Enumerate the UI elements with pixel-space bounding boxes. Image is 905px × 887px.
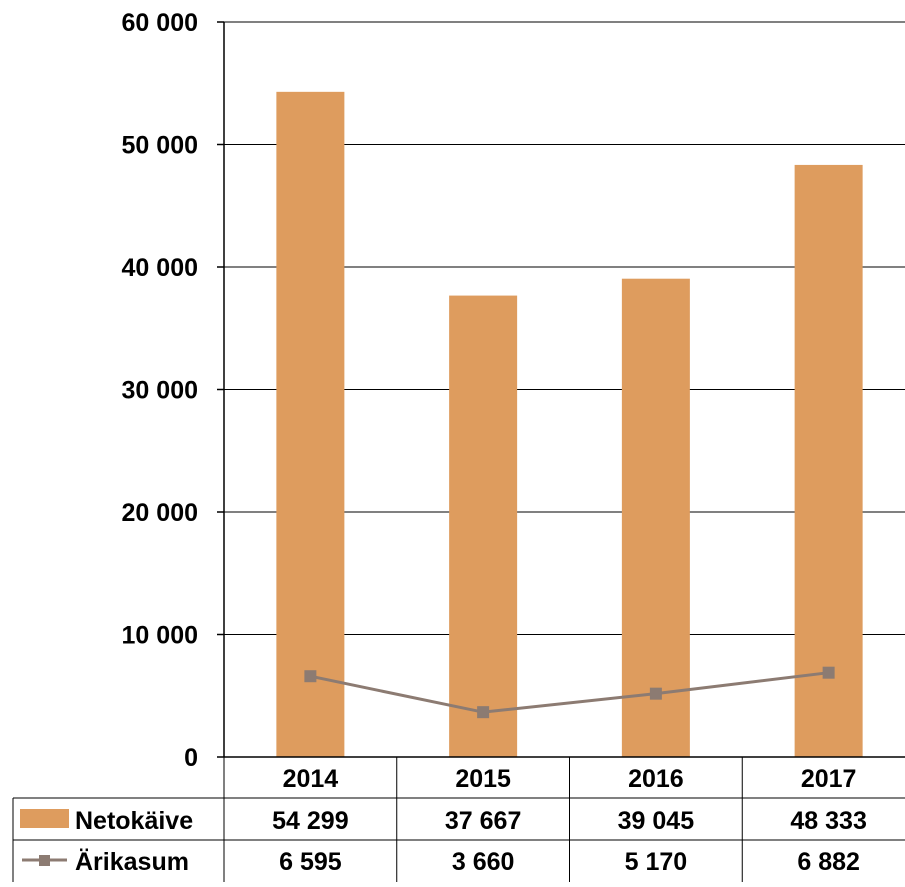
line-point-2015	[477, 706, 490, 719]
bar-2015	[449, 295, 518, 757]
bar-2014	[276, 91, 345, 757]
x-tick-label: 2014	[283, 765, 339, 793]
x-tick-label: 2016	[628, 765, 684, 793]
data-label: 37 667	[445, 807, 521, 835]
y-tick-label: 60 000	[122, 9, 198, 37]
line-point-2014	[304, 670, 317, 683]
data-label: 3 660	[452, 848, 515, 876]
bar-2017	[794, 164, 863, 757]
legend-key-netokaive	[20, 809, 69, 828]
legend-label: Ärikasum	[75, 848, 189, 876]
line-arikasum	[310, 671, 829, 714]
data-label: 54 299	[272, 807, 348, 835]
y-tick-label: 50 000	[122, 132, 198, 160]
data-label: 39 045	[618, 807, 695, 835]
data-label: 48 333	[790, 807, 866, 835]
x-tick-label: 2017	[801, 765, 857, 793]
legend-label: Netokäive	[75, 807, 193, 835]
line-point-2017	[822, 666, 835, 679]
legend-key-arikasum-marker	[39, 855, 50, 866]
x-tick-label: 2015	[455, 765, 511, 793]
bar-2016	[621, 278, 690, 757]
data-label: 5 170	[625, 848, 688, 876]
line-point-2016	[649, 687, 662, 700]
line-series	[304, 666, 835, 719]
y-tick-label: 0	[184, 744, 198, 772]
y-tick-label: 10 000	[122, 622, 198, 650]
data-label: 6 882	[797, 848, 860, 876]
y-tick-label: 20 000	[122, 499, 198, 527]
y-axis-tick-labels: 0 10 000 20 000 30 000 40 000 50 000 60 000	[122, 9, 198, 772]
bar-series	[276, 91, 863, 757]
y-tick-label: 30 000	[122, 377, 198, 405]
data-label: 6 595	[279, 848, 342, 876]
data-table: 2014 2015 2016 2017 Netokäive 54 299 37 667 39 …	[12, 757, 905, 882]
y-tick-label: 40 000	[122, 254, 198, 282]
